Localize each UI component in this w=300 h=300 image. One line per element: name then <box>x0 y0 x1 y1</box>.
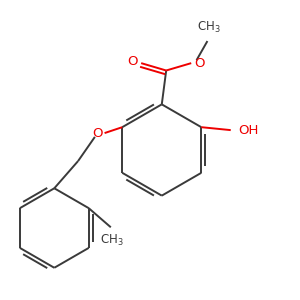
Text: O: O <box>194 57 205 70</box>
Text: CH$_3$: CH$_3$ <box>197 20 221 35</box>
Text: O: O <box>92 127 103 140</box>
Text: OH: OH <box>238 124 259 136</box>
Text: O: O <box>128 55 138 68</box>
Text: CH$_3$: CH$_3$ <box>100 232 124 248</box>
